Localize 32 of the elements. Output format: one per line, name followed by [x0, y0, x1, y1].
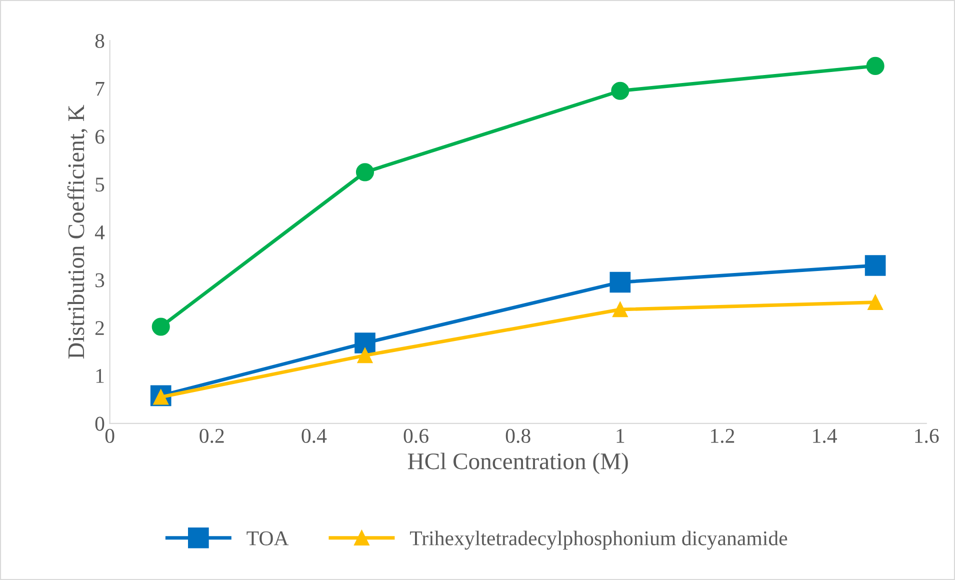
y-tick-label: 8 [95, 34, 104, 48]
point [866, 56, 884, 75]
point [356, 163, 374, 182]
x-tick-label: 0.6 [404, 428, 428, 444]
y-tick-label: 3 [96, 273, 104, 288]
point [152, 318, 170, 336]
x-tick-label: 0 [105, 428, 114, 443]
y-tick-label: 6 [95, 130, 104, 144]
y-tick-label: 0 [95, 416, 104, 431]
x-tick-label: 1.2 [711, 428, 734, 444]
point [611, 82, 630, 100]
point [354, 332, 376, 354]
x-tick-label: 1.4 [813, 428, 837, 444]
legend-label: Trihexyltetradecylphosphonium dicyanamide [410, 530, 788, 550]
legend-label: TOA [246, 531, 289, 546]
x-tick-label: 0.2 [200, 428, 224, 444]
y-tick-label: 2 [95, 321, 104, 335]
point [357, 348, 373, 364]
y-tick-label: 1 [96, 369, 104, 383]
x-tick-label: 0.8 [506, 428, 530, 444]
x-axis-title: HCl Concentration (M) [408, 452, 628, 474]
y-tick-label: 5 [96, 178, 104, 192]
point [610, 272, 631, 293]
x-tick-label: 0.4 [302, 428, 327, 444]
y-tick-label: 4 [94, 226, 105, 240]
y-tick-label: 7 [96, 82, 104, 96]
point [864, 255, 886, 276]
point [868, 294, 883, 310]
x-tick-label: 1 [616, 428, 624, 443]
point [612, 302, 628, 318]
y-axis-title: Distribution Coefficient, K [67, 104, 88, 359]
x-tick-label: 1.6 [915, 428, 939, 444]
